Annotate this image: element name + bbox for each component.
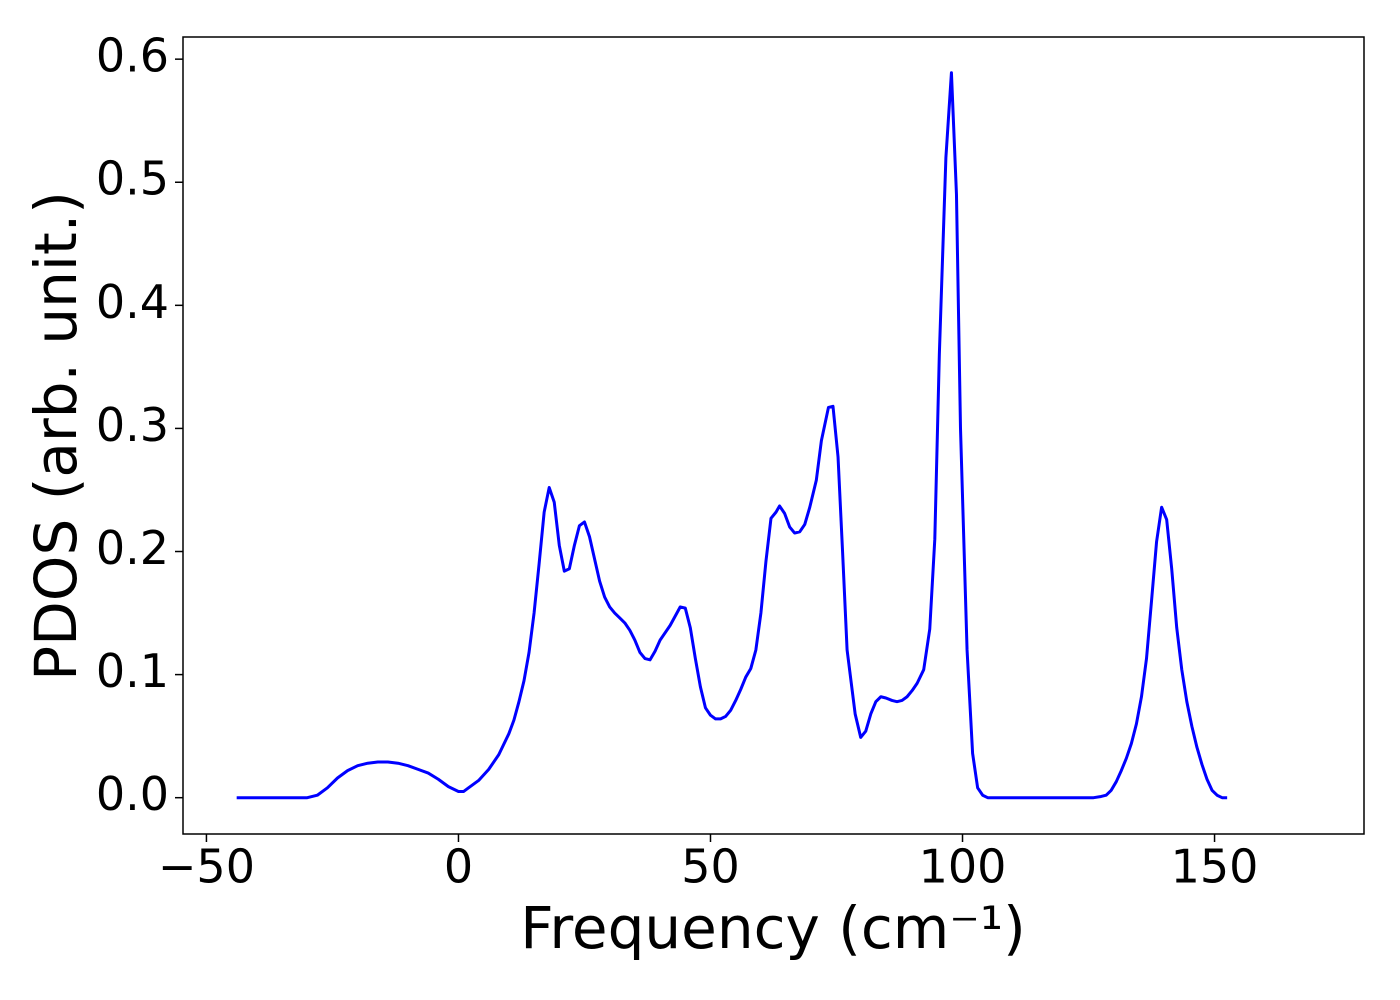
y-tick-label: 0.5 bbox=[96, 152, 169, 206]
y-tick-label: 0.3 bbox=[96, 398, 169, 452]
y-tick-label: 0.4 bbox=[96, 275, 169, 329]
y-tick-label: 0.1 bbox=[96, 644, 169, 698]
y-tick-label: 0.6 bbox=[96, 29, 169, 83]
y-tick-label: 0.0 bbox=[96, 767, 169, 821]
y-tick-label: 0.2 bbox=[96, 521, 169, 575]
x-tick-label: 50 bbox=[681, 840, 740, 894]
x-tick-label: 150 bbox=[1171, 840, 1259, 894]
x-axis-label: Frequency (cm⁻¹) bbox=[520, 894, 1026, 962]
x-tick-label: −50 bbox=[158, 840, 255, 894]
x-tick-label: 100 bbox=[919, 840, 1007, 894]
x-tick-label: 0 bbox=[444, 840, 473, 894]
data-line bbox=[236, 71, 1228, 800]
y-axis-label: PDOS (arb. unit.) bbox=[22, 191, 90, 681]
plot-frame bbox=[182, 36, 1365, 835]
